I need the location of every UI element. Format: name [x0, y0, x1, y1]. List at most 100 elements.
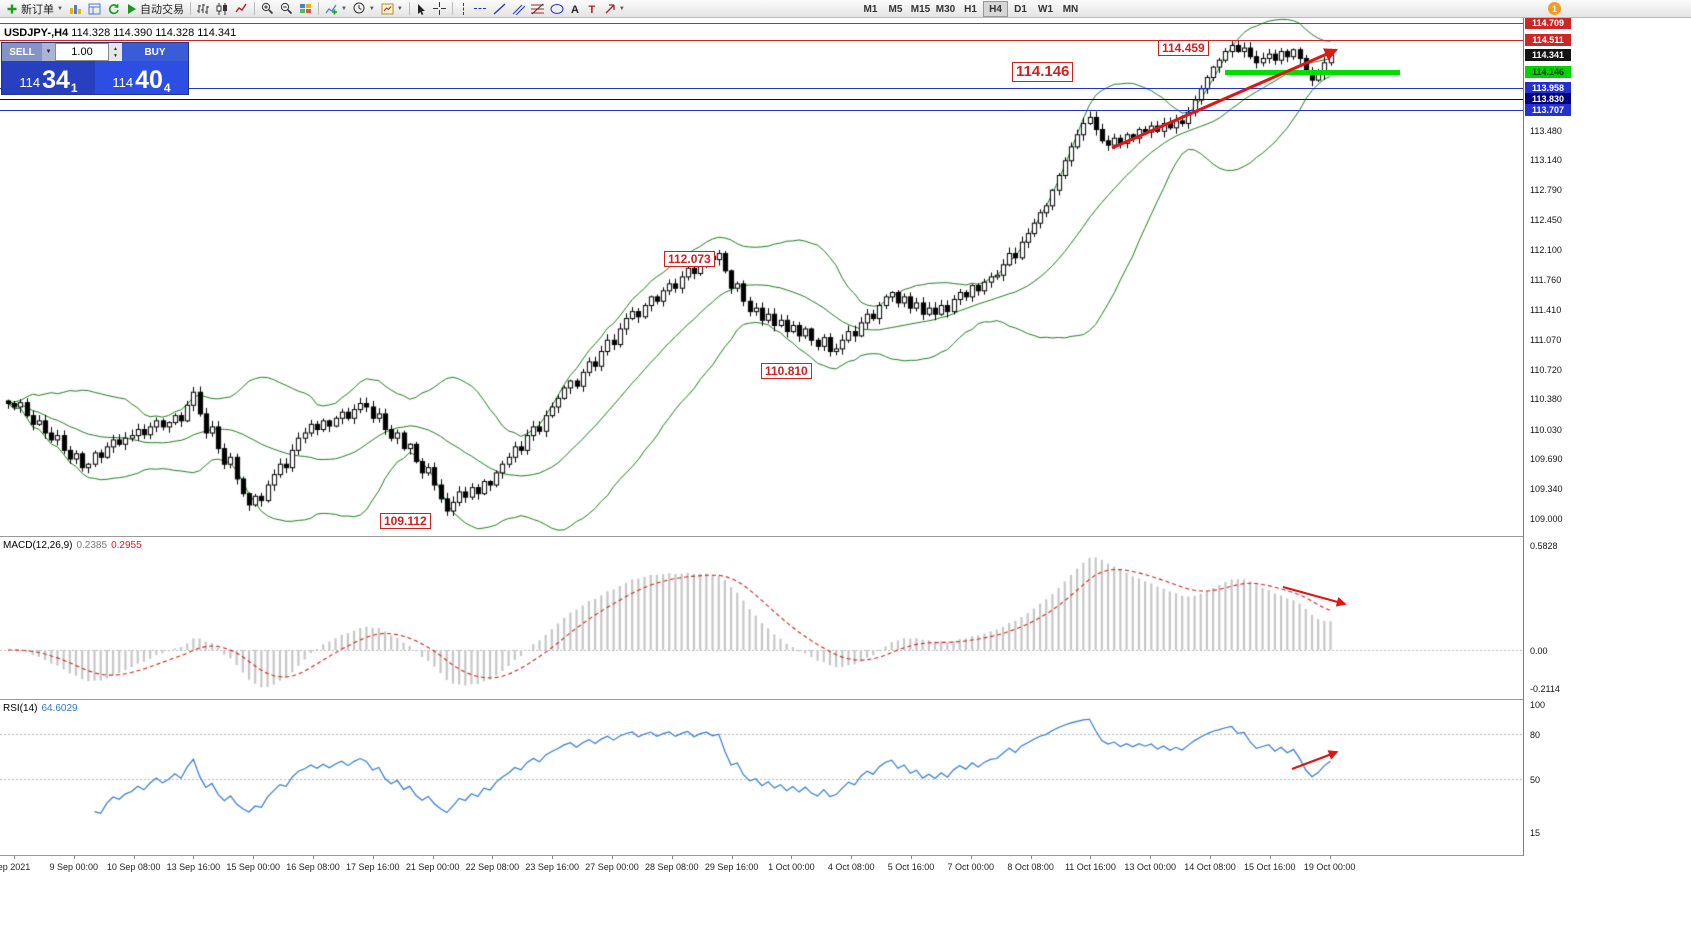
timeframe-button-d1[interactable]: D1: [1014, 3, 1027, 15]
horizontal-level-113.958[interactable]: [0, 88, 1523, 89]
crosshair-button[interactable]: [430, 1, 449, 17]
buy-price[interactable]: 114 40 4: [95, 61, 188, 94]
indicators-button[interactable]: ▼: [322, 1, 350, 17]
autotrading-button[interactable]: 自动交易: [123, 1, 187, 17]
chart-ohlc-title: USDJPY-,H4 114.328 114.390 114.328 114.3…: [4, 27, 236, 39]
toolbar-separator: [408, 2, 410, 15]
refresh-icon: [108, 3, 119, 14]
toolbar-separator: [451, 2, 453, 15]
time-tick: [193, 856, 195, 859]
sell-price[interactable]: 114 34 1: [2, 61, 95, 94]
tile-windows-button[interactable]: [296, 1, 315, 17]
price-axis[interactable]: 113.480 113.140 112.790 112.450 112.100 111.7…: [1523, 17, 1691, 856]
timeframe-button-h4[interactable]: H4: [983, 1, 1008, 17]
periods-button[interactable]: ▼: [350, 1, 378, 17]
toolbar-separator: [189, 2, 191, 15]
price-tick: 113.480: [1530, 125, 1562, 136]
price-annotation-110.810[interactable]: 110.810: [761, 363, 812, 379]
price-annotation-112.073[interactable]: 112.073: [664, 251, 715, 267]
time-tick: [791, 856, 793, 859]
macd-name: MACD(12,26,9): [3, 540, 73, 551]
price-tick: 111.070: [1530, 334, 1562, 345]
time-axis[interactable]: ep 2021 9 Sep 00:00 10 Sep 08:00 13 Sep 16:…: [0, 856, 1691, 876]
volume-input[interactable]: [55, 43, 109, 61]
price-tag-114.146: 114.146: [1525, 65, 1571, 78]
text-button[interactable]: A: [567, 1, 584, 17]
stepper-up-icon[interactable]: ▲: [113, 45, 118, 52]
time-tick: [731, 856, 733, 859]
buy-price-sup: 4: [163, 81, 171, 95]
data-window-button[interactable]: [85, 1, 104, 17]
sell-price-sup: 1: [70, 81, 78, 95]
macd-panel: MACD(12,26,9) 0.2385 0.2955: [0, 537, 1523, 699]
channel-button[interactable]: [509, 1, 528, 17]
sell-button[interactable]: SELL: [2, 43, 42, 61]
price-chart-canvas[interactable]: [0, 18, 1523, 536]
price-annotation-114.459[interactable]: 114.459: [1158, 40, 1209, 56]
time-tick: [133, 856, 135, 859]
line-chart-button[interactable]: [232, 1, 251, 17]
time-tick: [492, 856, 494, 859]
panel-separator[interactable]: [0, 699, 1691, 700]
green-level-segment[interactable]: [1225, 69, 1400, 75]
channel-icon: [512, 4, 525, 15]
zoom-in-button[interactable]: [258, 1, 277, 17]
timeframe-button-m5[interactable]: M5: [888, 3, 903, 15]
price-tag-113.958: 113.958: [1525, 82, 1571, 95]
panel-separator[interactable]: [0, 855, 1691, 856]
price-tick: 110.720: [1530, 364, 1562, 375]
horizontal-line-button[interactable]: [471, 1, 490, 17]
vertical-line-button[interactable]: [456, 1, 471, 17]
timeframe-button-m1[interactable]: M1: [863, 3, 878, 15]
timeframe-button-m30[interactable]: M30: [935, 3, 956, 15]
time-tick: [1269, 856, 1271, 859]
time-label: 15 Oct 16:00: [1244, 862, 1296, 872]
time-tick: [432, 856, 434, 859]
rsi-axis-label: 100: [1530, 700, 1546, 710]
buy-button[interactable]: BUY: [122, 43, 188, 61]
market-watch-button[interactable]: [66, 1, 85, 17]
vertical-line-icon: [462, 2, 464, 15]
toolbar-separator: [253, 2, 255, 15]
macd-axis-label: 0.5828: [1530, 540, 1558, 551]
fibonacci-button[interactable]: [528, 1, 547, 17]
stepper-down-icon[interactable]: ▼: [113, 52, 118, 59]
templates-button[interactable]: ▼: [378, 1, 406, 17]
price-annotation-114.146[interactable]: 114.146: [1012, 62, 1074, 82]
zoom-out-button[interactable]: [277, 1, 296, 17]
arrow-objects-button[interactable]: ▼: [601, 1, 628, 17]
volume-stepper[interactable]: ▲ ▼: [109, 43, 122, 61]
time-label: ep 2021: [0, 862, 31, 872]
timeframe-button-w1[interactable]: W1: [1038, 3, 1053, 15]
panel-separator[interactable]: [0, 536, 1691, 537]
timeframe-button-h1[interactable]: H1: [964, 3, 977, 15]
new-order-button[interactable]: 新订单 ▼: [3, 1, 66, 17]
refresh-button[interactable]: [104, 1, 123, 17]
time-tick: [313, 856, 314, 859]
timeframe-button-mn[interactable]: MN: [1062, 3, 1079, 15]
trendline-button[interactable]: [490, 1, 509, 17]
candlestick-chart-button[interactable]: [213, 1, 232, 17]
time-tick: [970, 856, 972, 859]
timeframe-button-m15[interactable]: M15: [910, 3, 931, 15]
rsi-canvas[interactable]: [0, 700, 1523, 855]
time-label: 13 Oct 00:00: [1124, 862, 1176, 872]
order-type-caret[interactable]: ▼: [42, 43, 55, 61]
horizontal-level-113.830[interactable]: [0, 99, 1523, 100]
macd-canvas[interactable]: [0, 537, 1523, 699]
time-label: 14 Oct 08:00: [1184, 862, 1236, 872]
horizontal-level-113.707[interactable]: [0, 110, 1523, 111]
bar-chart-button[interactable]: [194, 1, 213, 17]
horizontal-level-114.709[interactable]: [0, 23, 1523, 24]
zoom-out-icon: [280, 2, 293, 15]
horizontal-level-114.511[interactable]: [0, 40, 1523, 41]
shapes-button[interactable]: [547, 1, 567, 17]
cursor-button[interactable]: [413, 1, 430, 17]
notification-badge[interactable]: 1: [1548, 2, 1561, 15]
macd-label: MACD(12,26,9) 0.2385 0.2955: [3, 540, 142, 551]
price-annotation-109.112[interactable]: 109.112: [380, 513, 431, 529]
time-tick: [1030, 856, 1032, 859]
timeframe-toolbar: M1 M5 M15 M30 H1 H4 D1 W1 MN: [858, 1, 1083, 17]
text-label-button[interactable]: T: [584, 1, 601, 17]
